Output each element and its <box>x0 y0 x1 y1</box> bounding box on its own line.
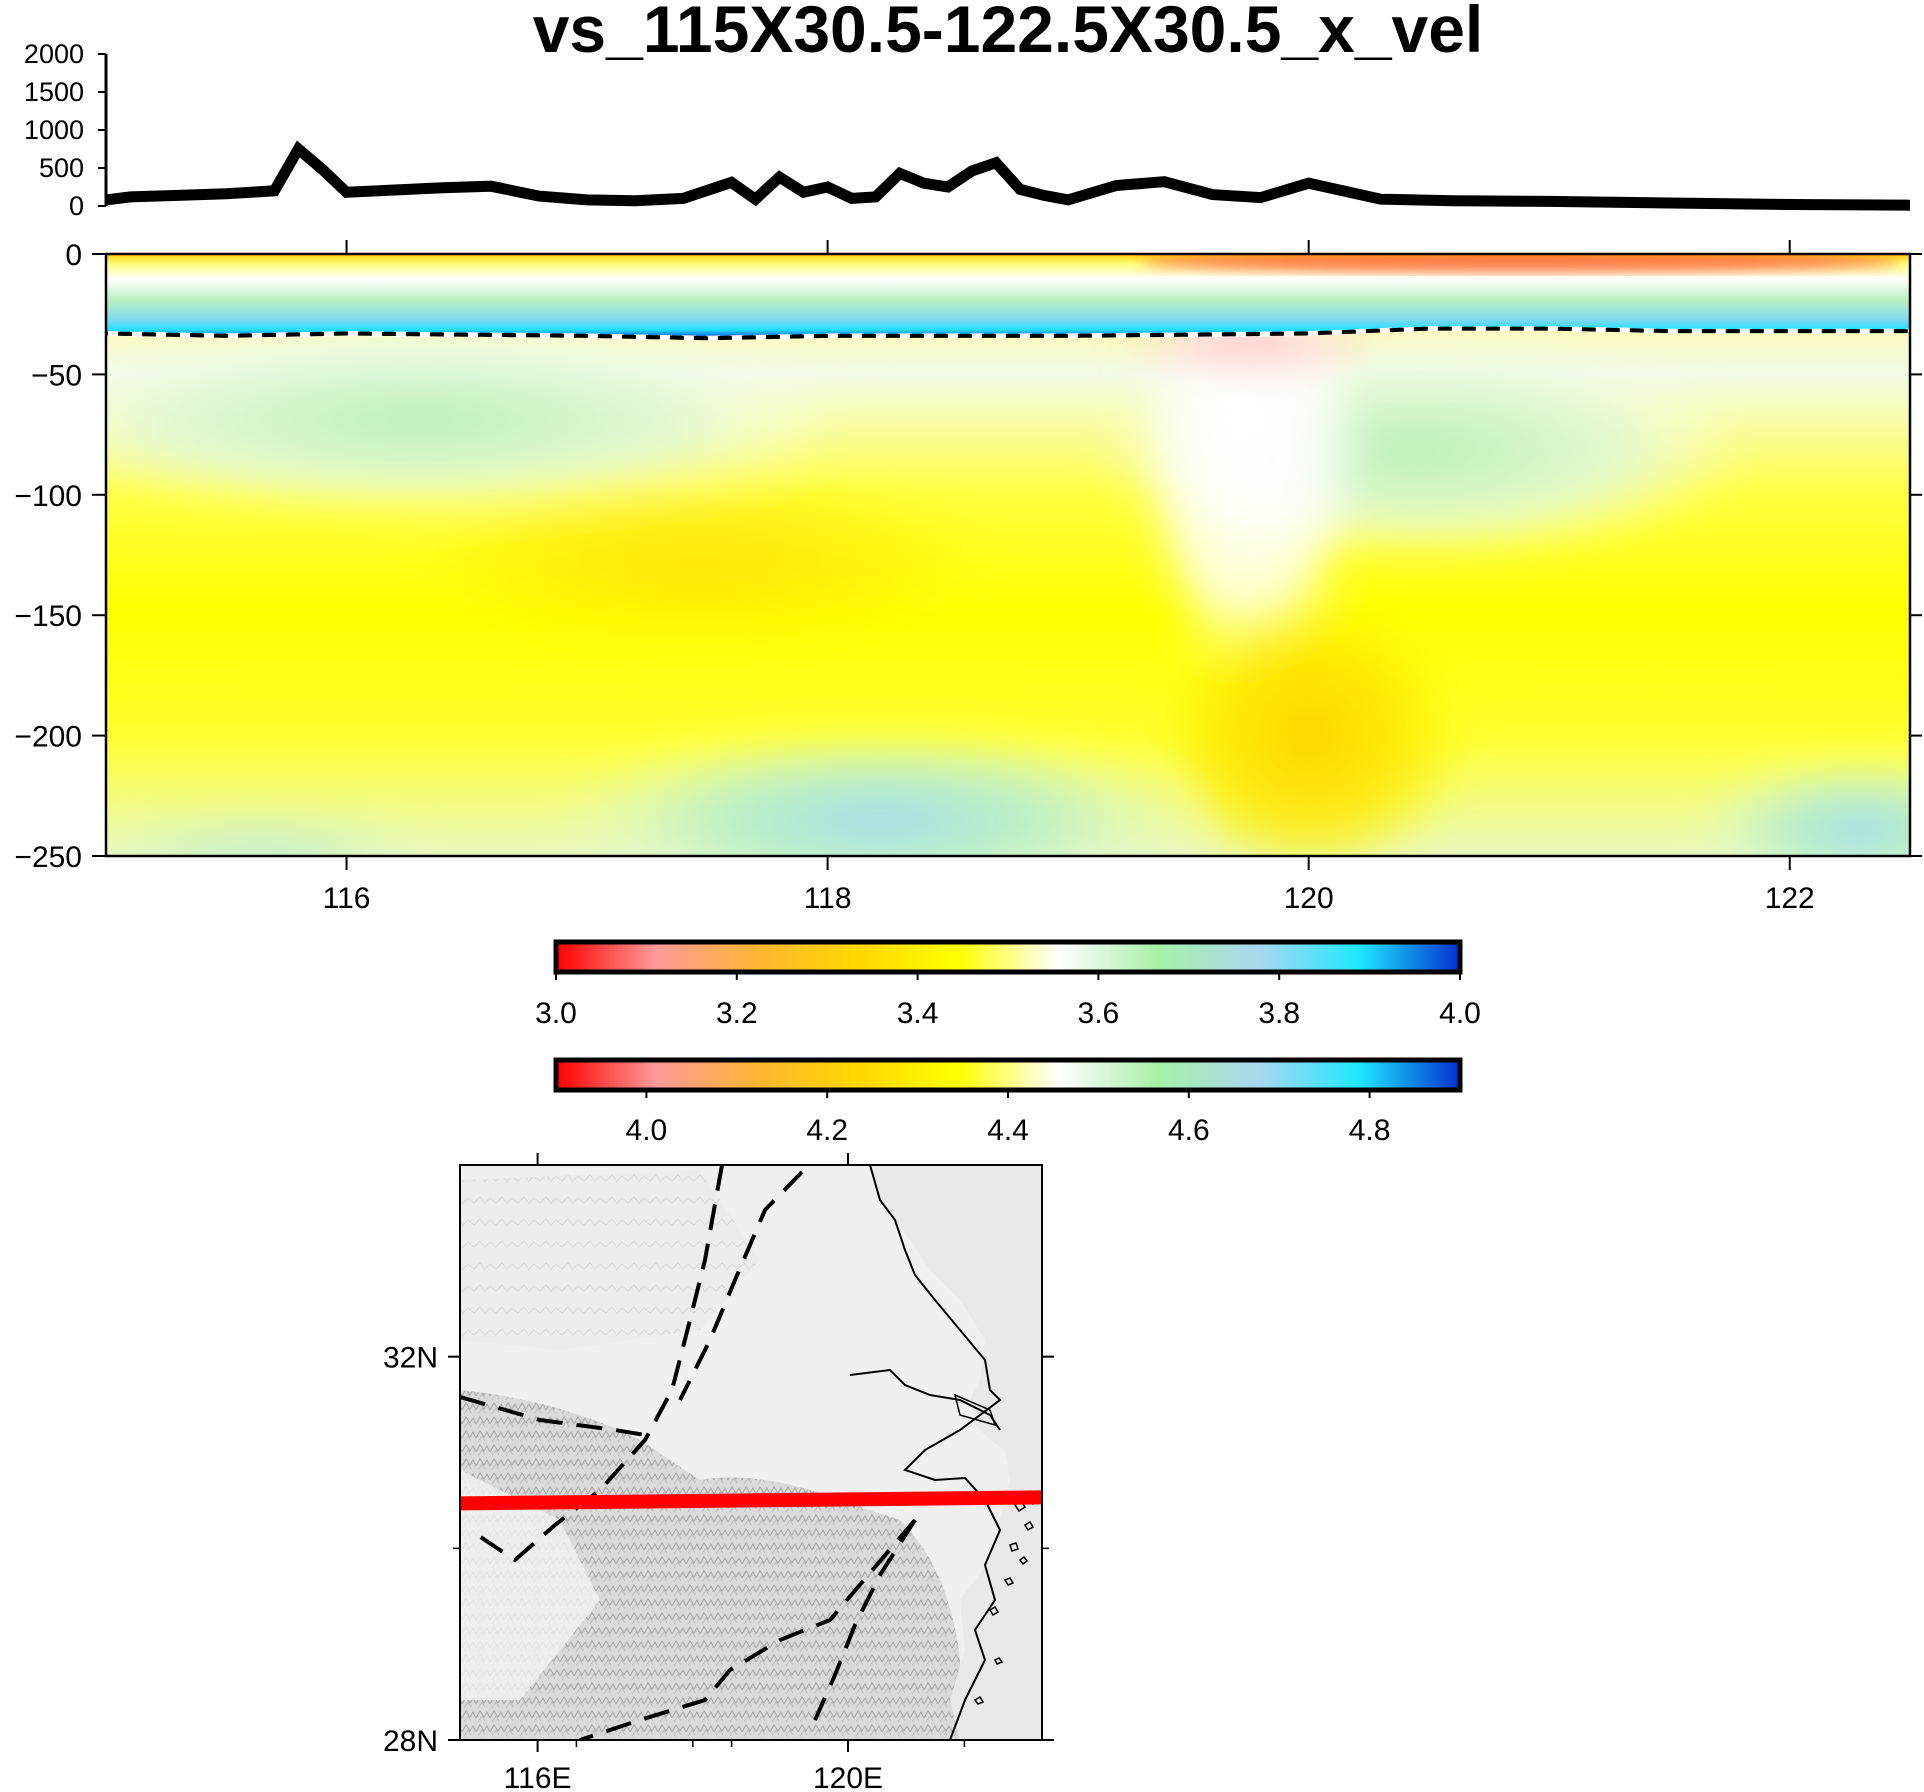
map-terrain <box>460 1165 1042 1740</box>
section-track <box>460 1490 1042 1511</box>
moho-line <box>106 326 1910 341</box>
profile-y-tick-label: 500 <box>39 153 84 183</box>
colorbar-tick-label: 4.8 <box>1349 1114 1391 1147</box>
colorbar-tick-label: 3.6 <box>1078 997 1120 1030</box>
map-y-tick-label: 28N <box>383 1725 438 1758</box>
colorbar-crust: 3.0 3.2 3.4 3.6 3.8 4.0 <box>535 939 1481 1030</box>
section-y-tick-label: −100 <box>14 480 82 513</box>
map-ticks: 116E 120E 32N 28N <box>383 1153 1054 1792</box>
colorbar-tick-label: 3.8 <box>1258 997 1300 1030</box>
profile-y-tick-label: 0 <box>69 191 84 221</box>
section-y-tick-label: −50 <box>31 359 82 392</box>
yangtze-river <box>849 1368 1001 1431</box>
profile-y-ticks: 2000 1500 1000 500 0 <box>24 39 106 221</box>
map-x-tick-label: 116E <box>504 1762 572 1792</box>
elevation-profile: 2000 1500 1000 500 0 <box>24 39 1911 221</box>
coastline <box>869 1165 1002 1740</box>
elevation-line <box>105 140 1911 211</box>
section-y-ticks: 0 −50 −100 −150 −200 −250 <box>14 239 1922 874</box>
velocity-section: 116 118 120 122 0 −50 −100 −150 −200 −250 <box>14 239 1922 915</box>
colorbar-tick-label: 4.2 <box>806 1114 848 1147</box>
chart-title: vs_115X30.5-122.5X30.5_x_vel <box>533 0 1484 66</box>
colorbar-tick-label: 4.0 <box>1439 997 1481 1030</box>
colorbar-tick-label: 4.0 <box>626 1114 668 1147</box>
colorbar-tick-label: 4.4 <box>987 1114 1029 1147</box>
colorbar-tick-label: 4.6 <box>1168 1114 1210 1147</box>
colorbar-tick-label: 3.0 <box>535 997 577 1030</box>
colorbar-bar <box>553 1057 1463 1093</box>
section-x-tick-label: 116 <box>323 882 371 915</box>
tectonic-boundaries <box>460 1165 917 1740</box>
location-map: 116E 120E 32N 28N <box>383 1153 1054 1792</box>
colorbar-bar <box>553 939 1463 975</box>
section-x-tick-label: 118 <box>804 882 852 915</box>
section-x-ticks: 116 118 120 122 <box>323 240 1815 915</box>
profile-y-tick-label: 1000 <box>24 115 84 145</box>
section-x-tick-label: 120 <box>1284 882 1334 915</box>
section-y-tick-label: 0 <box>65 239 82 272</box>
map-frame <box>459 1164 1043 1741</box>
profile-y-tick-label: 1500 <box>24 77 84 107</box>
section-frame <box>104 252 1912 858</box>
profile-y-tick-label: 2000 <box>24 39 84 69</box>
colorbar-mantle: 4.0 4.2 4.4 4.6 4.8 <box>553 1057 1463 1147</box>
section-y-tick-label: −150 <box>14 600 82 633</box>
colorbar-tick-label: 3.2 <box>716 997 758 1030</box>
section-y-tick-label: −200 <box>14 721 82 754</box>
map-y-tick-label: 32N <box>383 1342 438 1375</box>
colorbar-tick-label: 3.4 <box>897 997 939 1030</box>
velocity-heatmap <box>106 254 1910 856</box>
map-x-tick-label: 120E <box>813 1762 883 1792</box>
section-y-tick-label: −250 <box>14 841 82 874</box>
section-x-tick-label: 122 <box>1765 882 1815 915</box>
crust-band <box>106 254 1910 339</box>
